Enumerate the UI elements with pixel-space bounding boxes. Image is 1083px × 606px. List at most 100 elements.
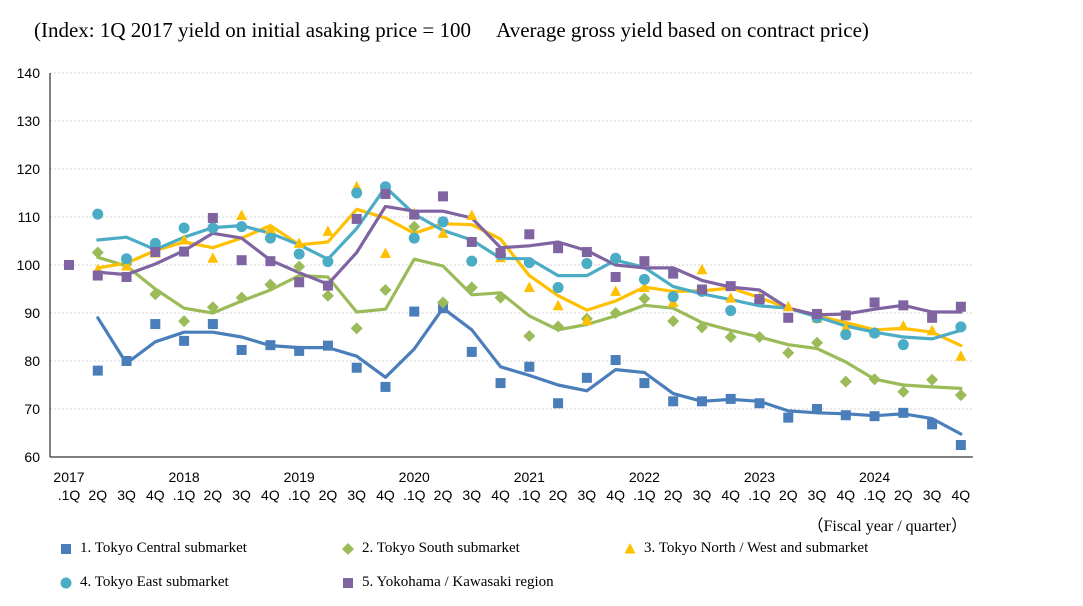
data-point-series-5 [179, 246, 190, 257]
data-point-series-1 [294, 345, 305, 356]
data-point-series-2 [465, 281, 478, 294]
data-point-series-4 [667, 291, 679, 303]
data-point-series-1 [869, 411, 880, 422]
data-point-series-2 [782, 346, 795, 359]
data-point-series-3 [926, 324, 938, 336]
data-point-series-5 [236, 255, 247, 266]
x-year-label: 2024 [859, 469, 890, 485]
data-point-series-3 [897, 319, 909, 331]
data-point-series-2 [321, 289, 334, 302]
data-point-series-5 [754, 294, 765, 305]
y-tick-label: 70 [24, 401, 40, 417]
data-point-series-2 [638, 292, 651, 305]
data-point-series-2 [523, 330, 536, 343]
x-quarter-label: 3Q [923, 487, 942, 503]
data-point-series-4 [897, 339, 909, 351]
data-point-series-1 [754, 398, 765, 409]
legend-label: 5. Yokohama / Kawasaki region [362, 574, 554, 590]
data-point-series-5 [524, 229, 535, 240]
data-point-series-2 [811, 336, 824, 349]
y-tick-label: 140 [17, 65, 41, 81]
data-point-series-4 [466, 255, 478, 267]
legend-marker-icon [61, 543, 71, 554]
data-point-series-3 [466, 209, 478, 221]
data-point-series-4 [322, 256, 334, 268]
chart-title: (Index: 1Q 2017 yield on initial asaking… [34, 18, 869, 42]
data-point-series-3 [581, 314, 593, 326]
data-point-series-2 [552, 320, 565, 333]
data-point-series-5 [466, 236, 477, 247]
data-point-series-4 [121, 253, 133, 265]
data-point-series-2 [264, 278, 277, 291]
x-quarter-label: .1Q [58, 487, 81, 503]
gridlines [50, 72, 973, 410]
data-point-series-1 [840, 410, 851, 421]
x-quarter-label: .1Q [518, 487, 541, 503]
data-point-series-1 [639, 378, 650, 389]
data-point-series-4 [149, 237, 161, 249]
data-point-series-3 [121, 259, 133, 271]
data-point-series-2 [408, 220, 421, 233]
legend-marker-icon [624, 542, 636, 553]
data-point-series-4 [581, 258, 593, 270]
data-point-series-4 [725, 305, 737, 317]
data-point-series-2 [293, 260, 306, 273]
x-quarter-label: 4Q [606, 487, 625, 503]
data-point-series-5 [639, 256, 650, 267]
y-tick-label: 80 [24, 353, 40, 369]
data-point-series-5 [840, 310, 851, 321]
legend-marker [61, 543, 71, 554]
y-tick-label: 60 [24, 449, 40, 465]
data-point-series-2 [178, 315, 191, 328]
data-point-series-3 [178, 234, 190, 245]
y-tick-label: 90 [24, 305, 40, 321]
data-point-series-3 [552, 299, 564, 311]
x-quarter-label: 2Q [779, 487, 798, 503]
legend-marker [342, 542, 354, 555]
data-point-series-1 [150, 319, 161, 330]
data-point-series-2 [954, 389, 967, 402]
data-point-series-2 [350, 322, 363, 335]
x-quarter-label: 2Q [894, 487, 913, 503]
data-point-series-2 [91, 246, 104, 259]
data-point-series-5 [553, 243, 564, 254]
x-quarter-label: .1Q [403, 487, 426, 503]
data-point-series-5 [380, 188, 391, 199]
data-point-series-5 [121, 272, 132, 282]
data-point-series-5 [351, 213, 362, 224]
data-point-series-1 [668, 396, 679, 407]
data-point-series-3 [207, 252, 219, 263]
legend-marker-icon [60, 577, 72, 588]
data-point-series-4 [207, 222, 219, 234]
x-quarter-label: .1Q [173, 487, 196, 503]
x-quarter-label: .1Q [863, 487, 886, 503]
data-point-series-2 [667, 315, 680, 328]
x-year-label: 2021 [514, 469, 545, 485]
x-axis-unit-label: （Fiscal year / quarter） [807, 518, 967, 535]
x-year-label: 2022 [629, 469, 660, 485]
data-point-series-2 [494, 291, 507, 304]
data-point-series-4 [610, 252, 622, 264]
data-point-series-5 [668, 268, 679, 279]
trend-lines [96, 185, 963, 436]
x-quarter-label: 2Q [319, 487, 338, 503]
x-quarter-label: 3Q [117, 487, 136, 503]
data-point-series-5 [898, 300, 909, 311]
legend-marker [343, 577, 353, 588]
legend-item-3: 3. Tokyo North / West and submarket [622, 540, 868, 557]
legend-item-4: 4. Tokyo East submarket [58, 574, 229, 591]
data-point-series-1 [553, 398, 564, 409]
data-point-series-3 [264, 223, 276, 234]
data-point-series-5 [812, 308, 823, 319]
x-quarter-label: 4Q [261, 487, 280, 503]
data-point-series-2 [868, 373, 881, 386]
legend-label: 4. Tokyo East submarket [80, 574, 229, 590]
data-point-series-1 [783, 412, 794, 423]
x-quarter-label: .1Q [633, 487, 656, 503]
data-point-series-2 [695, 321, 708, 334]
data-point-series-2 [149, 288, 162, 301]
y-tick-label: 120 [17, 161, 41, 177]
data-point-series-5 [927, 312, 938, 323]
data-point-series-1 [955, 440, 966, 450]
